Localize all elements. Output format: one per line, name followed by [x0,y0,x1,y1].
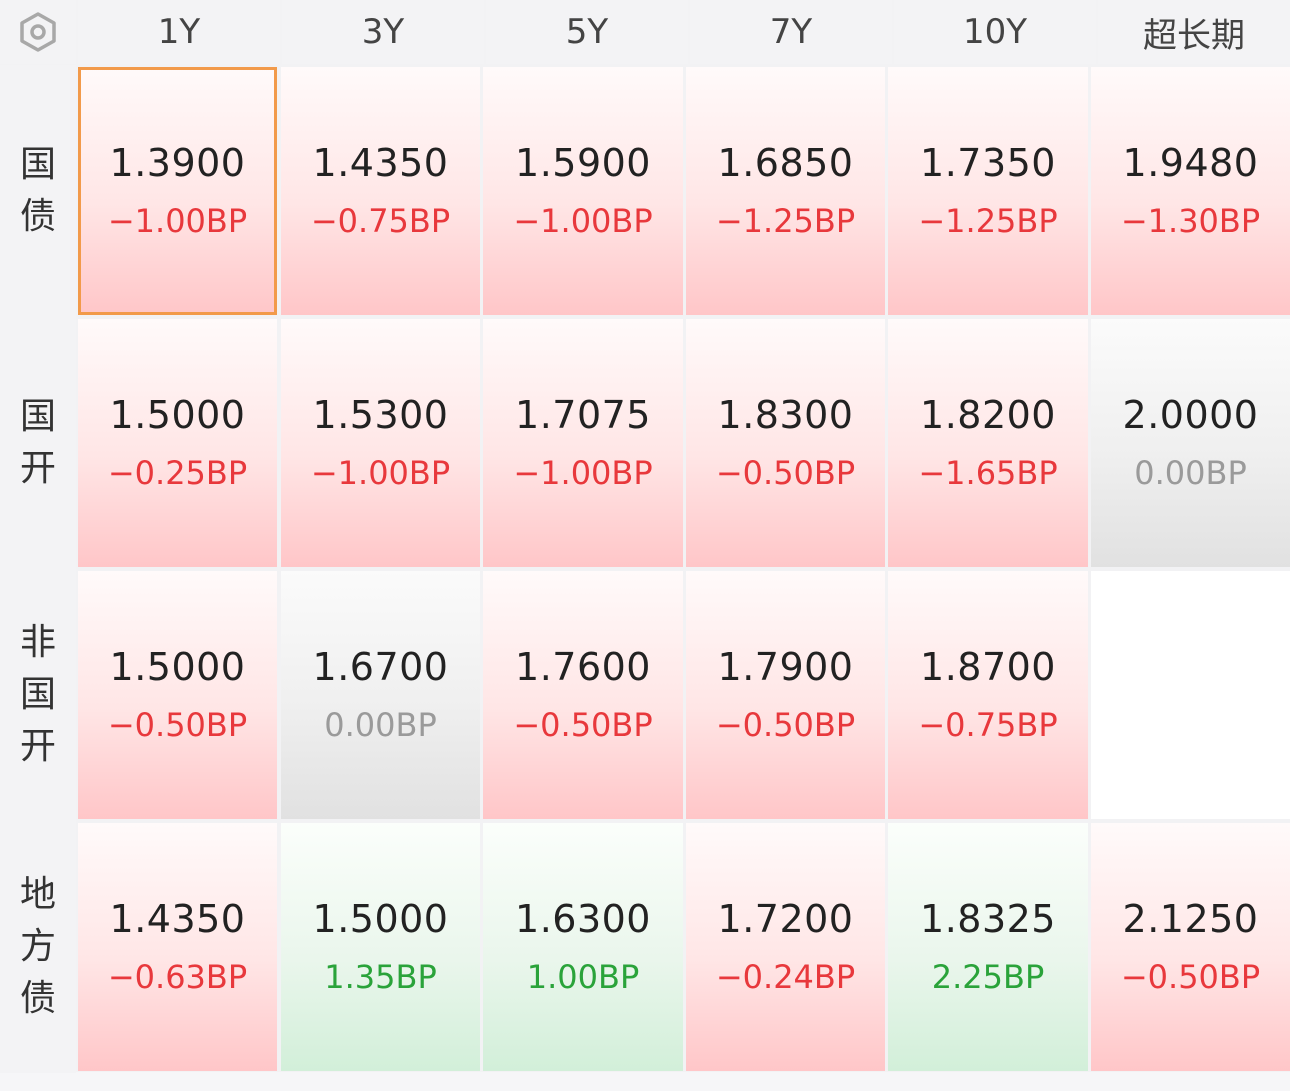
yield-value: 1.5000 [109,645,246,689]
column-header-5y: 5Y [486,0,688,64]
yield-change: 1.00BP [526,958,640,996]
yield-change: −0.63BP [107,958,248,996]
yield-cell[interactable]: 1.8700 −0.75BP [888,571,1088,819]
yield-cell[interactable]: 1.6700 0.00BP [281,571,480,819]
row-label-char: 国 [19,396,56,437]
settings-button[interactable] [0,0,76,64]
yield-change: −1.00BP [513,202,653,240]
yield-value: 1.5900 [515,141,651,185]
yield-value: 1.8325 [920,897,1056,941]
yield-change: −1.00BP [310,454,451,492]
row-label-char: 开 [19,448,56,489]
yield-change: −1.00BP [513,454,653,492]
yield-value: 1.6300 [515,897,651,941]
yield-change: 0.00BP [1134,454,1247,492]
yield-change: 0.00BP [324,706,437,744]
yield-cell[interactable]: 1.8300 −0.50BP [686,319,885,567]
yield-cell[interactable]: 1.7600 −0.50BP [483,571,683,819]
yield-value: 1.7075 [515,393,651,437]
yield-cell[interactable]: 1.6850 −1.25BP [686,67,885,315]
row-label-char: 债 [19,196,56,237]
yield-value: 1.8300 [717,393,854,437]
yield-change: −1.30BP [1120,202,1261,240]
yield-change: −1.65BP [918,454,1058,492]
yield-cell[interactable]: 1.5000 −0.25BP [78,319,277,567]
yield-cell[interactable]: 1.3900 −1.00BP [78,67,277,315]
yield-change: −0.50BP [513,706,653,744]
row-label-char: 国 [19,674,56,715]
row-label: 国开 [0,317,76,569]
row-label-char: 非 [19,622,56,663]
yield-value: 2.0000 [1122,393,1259,437]
yield-cell[interactable]: 1.5000 1.35BP [281,823,480,1071]
yield-change: −1.25BP [715,202,856,240]
yield-change: −0.50BP [107,706,248,744]
yield-value: 1.7350 [920,141,1056,185]
column-header-超长期: 超长期 [1098,0,1290,64]
yield-value: 1.4350 [312,141,449,185]
yield-cell[interactable]: 1.8200 −1.65BP [888,319,1088,567]
yield-value: 1.5300 [312,393,449,437]
yield-change: −0.25BP [107,454,248,492]
yield-cell[interactable]: 1.4350 −0.75BP [281,67,480,315]
yield-change: 2.25BP [931,958,1045,996]
yield-cell[interactable]: 1.7350 −1.25BP [888,67,1088,315]
empty-cell [1091,571,1290,819]
yield-cell[interactable]: 1.6300 1.00BP [483,823,683,1071]
yield-cell[interactable]: 1.4350 −0.63BP [78,823,277,1071]
yield-change: −1.00BP [107,202,248,240]
yield-value: 1.8200 [920,393,1056,437]
yield-cell[interactable]: 1.5900 −1.00BP [483,67,683,315]
yield-cell[interactable]: 1.7900 −0.50BP [686,571,885,819]
yield-change: −0.50BP [715,706,856,744]
yield-change: −0.50BP [715,454,856,492]
column-header-10y: 10Y [894,0,1096,64]
column-header-7y: 7Y [690,0,892,64]
yield-value: 1.7900 [717,645,854,689]
row-label: 国债 [0,65,76,317]
yield-cell[interactable]: 1.9480 −1.30BP [1091,67,1290,315]
row-label-char: 地 [19,874,56,915]
yield-change: −0.50BP [1120,958,1261,996]
yield-value: 1.6700 [312,645,449,689]
yield-cell[interactable]: 1.7075 −1.00BP [483,319,683,567]
hexagon-gear-icon [20,12,56,52]
yield-cell[interactable]: 2.0000 0.00BP [1091,319,1290,567]
yield-change: −0.75BP [310,202,451,240]
yield-value: 1.5000 [109,393,246,437]
row-label-char: 方 [19,926,56,967]
yield-cell[interactable]: 1.7200 −0.24BP [686,823,885,1071]
column-header-3y: 3Y [282,0,484,64]
row-label: 非国开 [0,569,76,821]
yield-value: 1.6850 [717,141,854,185]
yield-cell[interactable]: 2.1250 −0.50BP [1091,823,1290,1071]
row-label: 地方债 [0,821,76,1073]
bottom-strip [0,1072,1290,1091]
yield-cell[interactable]: 1.8325 2.25BP [888,823,1088,1071]
yield-change: −0.75BP [918,706,1058,744]
yield-change: 1.35BP [324,958,437,996]
yield-change: −1.25BP [918,202,1058,240]
yield-value: 1.7200 [717,897,854,941]
yield-cell[interactable]: 1.5300 −1.00BP [281,319,480,567]
yield-value: 1.9480 [1122,141,1259,185]
column-header-1y: 1Y [78,0,280,64]
yield-value: 2.1250 [1122,897,1259,941]
yield-value: 1.4350 [109,897,246,941]
yield-value: 1.3900 [109,141,246,185]
yield-change: −0.24BP [715,958,856,996]
yield-value: 1.8700 [920,645,1056,689]
row-label-char: 国 [19,144,56,185]
yield-cell[interactable]: 1.5000 −0.50BP [78,571,277,819]
yield-value: 1.5000 [312,897,449,941]
yield-value: 1.7600 [515,645,651,689]
row-label-char: 债 [19,978,56,1019]
row-label-char: 开 [19,726,56,767]
